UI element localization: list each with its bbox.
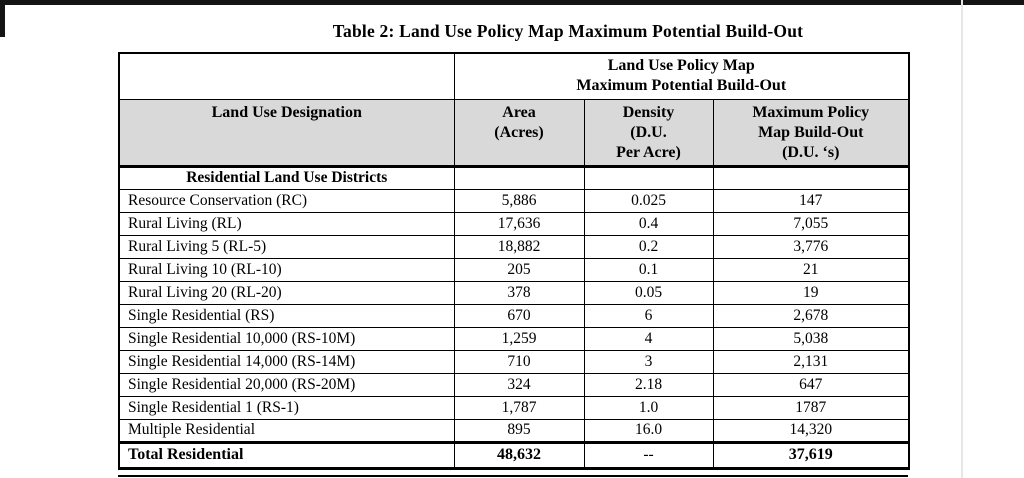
corner-cell: [118, 52, 455, 100]
table-row: Single Residential 14,000 (RS-14M) 710 3 2,…: [118, 349, 910, 374]
density-cell: 0.05: [583, 280, 714, 305]
designation-cell: Rural Living (RL): [118, 211, 455, 236]
total-row: Total Residential 48,632 -- 37,619: [118, 440, 910, 470]
table-row: Single Residential 1 (RS-1) 1,787 1.0 1787: [118, 395, 910, 420]
next-row-cut-edge: [118, 475, 908, 477]
page-top-border: [0, 0, 1024, 5]
table-row: Resource Conservation (RC) 5,886 0.025 147: [118, 188, 910, 213]
designation-cell: Single Residential 14,000 (RS-14M): [118, 349, 455, 374]
designation-cell: Rural Living 5 (RL-5): [118, 234, 455, 259]
designation-cell: Single Residential (RS): [118, 303, 455, 328]
area-cell: 324: [453, 372, 585, 397]
density-cell: 0.2: [583, 234, 714, 259]
page-right-edge: [961, 0, 963, 478]
buildout-cell: 19: [712, 280, 910, 305]
buildout-cell: [712, 165, 910, 190]
density-cell: 4: [583, 326, 714, 351]
area-cell: 670: [453, 303, 585, 328]
designation-cell: Rural Living 20 (RL-20): [118, 280, 455, 305]
col-header-buildout: Maximum Policy Map Build-Out (D.U. ‘s): [712, 98, 910, 168]
density-cell: --: [583, 440, 714, 470]
area-cell: 17,636: [453, 211, 585, 236]
group-header-line1: Land Use Policy Map: [607, 56, 755, 74]
group-header-cell: Land Use Policy Map Maximum Potential Bu…: [453, 52, 910, 100]
buildout-table: Land Use Policy Map Maximum Potential Bu…: [118, 52, 910, 470]
area-cell: 1,787: [453, 395, 585, 420]
area-cell: 710: [453, 349, 585, 374]
density-cell: 0.025: [583, 188, 714, 213]
buildout-cell: 5,038: [712, 326, 910, 351]
buildout-cell: 647: [712, 372, 910, 397]
designation-cell: Rural Living 10 (RL-10): [118, 257, 455, 282]
buildout-cell: 147: [712, 188, 910, 213]
density-cell: 1.0: [583, 395, 714, 420]
buildout-cell: 2,131: [712, 349, 910, 374]
area-cell: 895: [453, 418, 585, 443]
area-cell: [453, 165, 585, 190]
density-cell: 2.18: [583, 372, 714, 397]
designation-cell: Single Residential 1 (RS-1): [118, 395, 455, 420]
group-header-line2: Maximum Potential Build-Out: [576, 77, 787, 95]
buildout-cell: 37,619: [712, 440, 910, 470]
buildout-cell: 21: [712, 257, 910, 282]
area-cell: 205: [453, 257, 585, 282]
table-row: Rural Living 5 (RL-5) 18,882 0.2 3,776: [118, 234, 910, 259]
density-cell: 16.0: [583, 418, 714, 443]
density-cell: 3: [583, 349, 714, 374]
area-cell: 18,882: [453, 234, 585, 259]
section-row: Residential Land Use Districts: [118, 165, 910, 190]
area-cell: 378: [453, 280, 585, 305]
buildout-cell: 1787: [712, 395, 910, 420]
designation-cell: Single Residential 10,000 (RS-10M): [118, 326, 455, 351]
page-left-border: [0, 0, 5, 37]
table-row: Rural Living 20 (RL-20) 378 0.05 19: [118, 280, 910, 305]
density-cell: 0.4: [583, 211, 714, 236]
col-header-density: Density (D.U. Per Acre): [583, 98, 714, 168]
buildout-cell: 7,055: [712, 211, 910, 236]
table-row: Rural Living (RL) 17,636 0.4 7,055: [118, 211, 910, 236]
designation-cell: Multiple Residential: [118, 418, 455, 443]
designation-cell: Resource Conservation (RC): [118, 188, 455, 213]
table-title: Table 2: Land Use Policy Map Maximum Pot…: [332, 21, 804, 41]
table-row: Rural Living 10 (RL-10) 205 0.1 21: [118, 257, 910, 282]
designation-cell: Residential Land Use Districts: [118, 165, 455, 190]
table-row: Multiple Residential 895 16.0 14,320: [118, 418, 910, 443]
area-cell: 5,886: [453, 188, 585, 213]
buildout-cell: 14,320: [712, 418, 910, 443]
table-row: Single Residential 10,000 (RS-10M) 1,259 4…: [118, 326, 910, 351]
area-cell: 48,632: [453, 440, 585, 470]
col-header-designation: Land Use Designation: [118, 98, 455, 168]
density-cell: 6: [583, 303, 714, 328]
table-row: Single Residential (RS) 670 6 2,678: [118, 303, 910, 328]
density-cell: 0.1: [583, 257, 714, 282]
designation-cell: Single Residential 20,000 (RS-20M): [118, 372, 455, 397]
col-header-area: Area (Acres): [453, 98, 585, 168]
table-body: Residential Land Use Districts Resource C…: [118, 165, 910, 470]
area-cell: 1,259: [453, 326, 585, 351]
buildout-cell: 3,776: [712, 234, 910, 259]
designation-cell: Total Residential: [118, 440, 455, 470]
density-cell: [583, 165, 714, 190]
table-row: Single Residential 20,000 (RS-20M) 324 2.1…: [118, 372, 910, 397]
column-header-row: Land Use Designation Area (Acres) Densit…: [118, 98, 910, 168]
group-header-row: Land Use Policy Map Maximum Potential Bu…: [118, 52, 910, 100]
buildout-cell: 2,678: [712, 303, 910, 328]
